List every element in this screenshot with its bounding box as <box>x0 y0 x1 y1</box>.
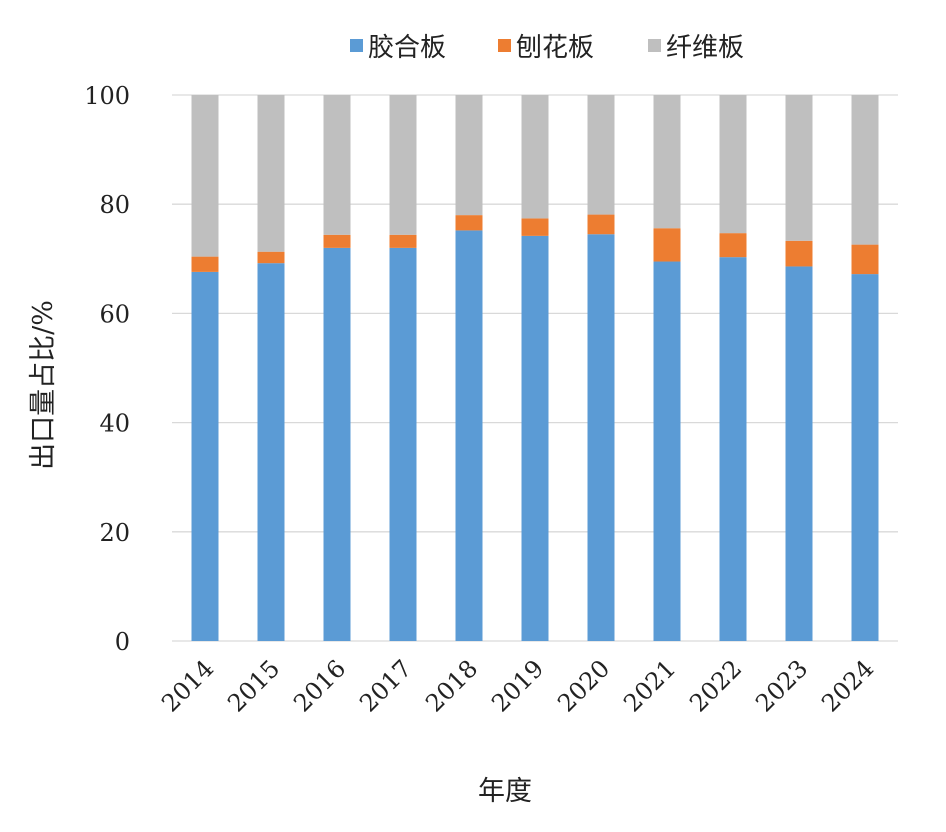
x-tick-label: 2017 <box>354 654 417 717</box>
legend-swatch-胶合板 <box>350 39 363 52</box>
y-tick-label: 40 <box>99 410 130 438</box>
bar-segment-纤维板-2023 <box>785 95 813 241</box>
bar-segment-胶合板-2022 <box>719 257 747 641</box>
bar-segment-胶合板-2014 <box>191 271 219 641</box>
x-axis-title: 年度 <box>478 776 532 807</box>
bar-segment-刨花板-2016 <box>323 234 351 248</box>
bar-segment-刨花板-2023 <box>785 240 813 267</box>
bar-segment-刨花板-2024 <box>851 244 879 275</box>
bar-segment-刨花板-2018 <box>455 215 483 231</box>
bar-segment-胶合板-2021 <box>653 261 681 641</box>
bar-segment-刨花板-2015 <box>257 251 285 264</box>
bar-segment-纤维板-2015 <box>257 95 285 252</box>
x-tick-label: 2015 <box>222 654 285 717</box>
x-tick-label: 2022 <box>684 654 747 717</box>
bar-segment-胶合板-2020 <box>587 234 615 642</box>
legend-swatch-纤维板 <box>648 39 661 52</box>
y-tick-label: 20 <box>99 519 130 547</box>
y-tick-label: 60 <box>99 300 130 328</box>
x-tick-label: 2014 <box>156 654 219 717</box>
x-tick-label: 2023 <box>750 654 813 717</box>
y-tick-label: 80 <box>99 191 130 219</box>
bar-segment-刨花板-2021 <box>653 228 681 262</box>
legend-label: 刨花板 <box>516 33 594 63</box>
legend-label: 纤维板 <box>666 33 744 63</box>
bar-segment-胶合板-2019 <box>521 235 549 642</box>
bar-segment-胶合板-2018 <box>455 230 483 641</box>
bars <box>191 95 879 642</box>
x-tick-label: 2018 <box>420 654 483 717</box>
bar-segment-纤维板-2020 <box>587 95 615 215</box>
bar-segment-纤维板-2022 <box>719 95 747 234</box>
bar-segment-纤维板-2021 <box>653 95 681 229</box>
bar-segment-纤维板-2019 <box>521 95 549 219</box>
bar-segment-胶合板-2023 <box>785 266 813 641</box>
y-axis-title: 出口量占比/% <box>28 300 59 470</box>
bar-segment-纤维板-2018 <box>455 95 483 216</box>
x-tick-label: 2016 <box>288 654 351 717</box>
bar-segment-胶合板-2015 <box>257 263 285 641</box>
bar-segment-刨花板-2020 <box>587 214 615 235</box>
bar-segment-刨花板-2017 <box>389 234 417 248</box>
y-tick-label: 0 <box>115 628 130 656</box>
legend: 胶合板 刨花板 纤维板 <box>350 33 744 63</box>
bar-segment-刨花板-2014 <box>191 256 219 272</box>
bar-segment-纤维板-2024 <box>851 95 879 245</box>
bar-segment-胶合板-2016 <box>323 247 351 641</box>
x-tick-labels: 2014 2015 2016 2017 2018 2019 2020 2021 2022 2023… <box>156 654 879 717</box>
x-tick-label: 2021 <box>618 654 681 717</box>
bar-segment-纤维板-2014 <box>191 95 219 257</box>
y-tick-label: 100 <box>84 82 130 110</box>
bar-segment-纤维板-2016 <box>323 95 351 235</box>
legend-swatch-刨花板 <box>498 39 511 52</box>
bar-segment-刨花板-2022 <box>719 233 747 258</box>
y-tick-labels: 0 20 40 60 80 100 <box>84 82 130 656</box>
x-tick-label: 2019 <box>486 654 549 717</box>
x-tick-label: 2020 <box>552 654 615 717</box>
bar-segment-胶合板-2024 <box>851 274 879 641</box>
bar-segment-刨花板-2019 <box>521 218 549 236</box>
bar-segment-纤维板-2017 <box>389 95 417 235</box>
bar-segment-胶合板-2017 <box>389 247 417 641</box>
legend-label: 胶合板 <box>368 33 446 63</box>
x-tick-label: 2024 <box>816 654 879 717</box>
